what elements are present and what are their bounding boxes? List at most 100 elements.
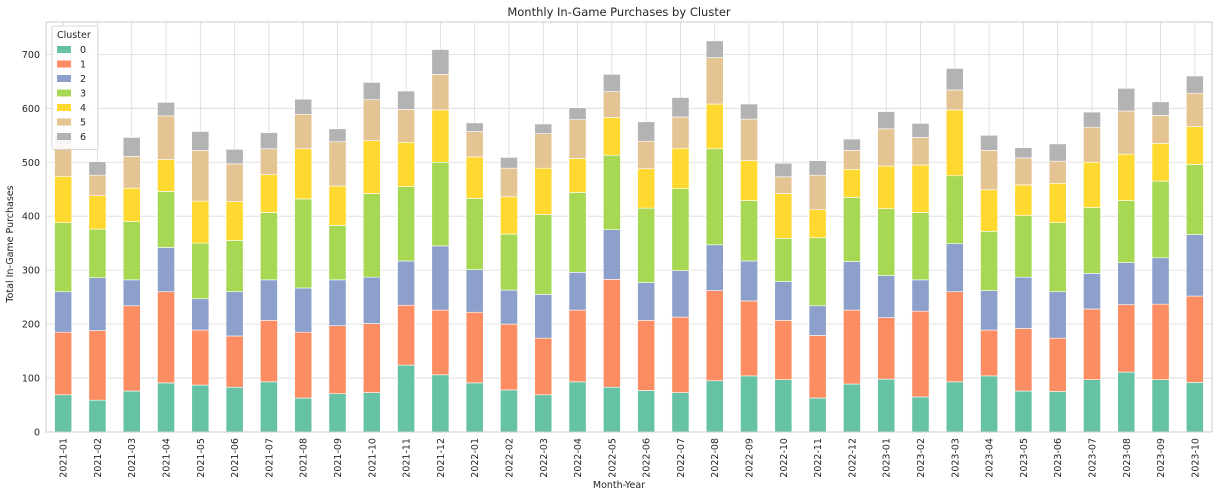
bar-segment-cluster-0	[808, 397, 827, 433]
legend-box	[51, 25, 99, 150]
bar-segment-cluster-3	[54, 222, 73, 293]
legend-label-cluster-5: 5	[80, 118, 86, 129]
plot-frame	[45, 21, 1213, 433]
bar-segment-cluster-0	[191, 384, 210, 433]
bar-segment-cluster-1	[54, 331, 73, 396]
x-tick-label: 2022-06	[642, 438, 653, 478]
bar-segment-cluster-4	[1151, 143, 1170, 182]
bar-segment-cluster-3	[911, 212, 930, 281]
bar-segment-cluster-4	[843, 168, 861, 198]
bar-segment-cluster-1	[637, 320, 656, 391]
bar-segment-cluster-5	[191, 150, 210, 202]
bar-segment-cluster-6	[397, 90, 415, 110]
legend-swatch-cluster-1	[57, 60, 71, 68]
bar-segment-cluster-3	[1014, 215, 1033, 278]
bar-segment-cluster-0	[465, 382, 484, 433]
legend-label-cluster-1: 1	[80, 60, 86, 71]
bar-segment-cluster-3	[191, 242, 210, 300]
x-tick-label: 2021-10	[367, 438, 378, 478]
bar-segment-cluster-2	[465, 269, 484, 313]
x-tick-label: 2022-03	[539, 438, 550, 478]
bar-segment-cluster-2	[534, 294, 553, 339]
bar-segment-cluster-1	[362, 323, 381, 393]
bar-segment-cluster-6	[122, 137, 141, 157]
bar-segment-cluster-0	[431, 374, 450, 433]
axes: 0 100 200 300 400 500 600 700 2021-01 2021-02 2021…	[22, 21, 1213, 478]
bar-segment-cluster-1	[705, 290, 724, 382]
bar-segment-cluster-1	[877, 317, 896, 380]
bar-segment-cluster-3	[88, 228, 107, 279]
bar-segment-cluster-2	[911, 279, 930, 312]
bar-segment-cluster-6	[774, 163, 793, 178]
bar-segment-cluster-0	[88, 399, 107, 433]
bar-segment-cluster-5	[568, 119, 587, 159]
bar-segment-cluster-4	[362, 140, 381, 194]
bar-segment-cluster-2	[945, 243, 964, 293]
bar-segment-cluster-3	[225, 240, 244, 293]
bar-segment-cluster-2	[54, 291, 73, 333]
bar-segment-cluster-1	[465, 311, 484, 384]
x-tick-label: 2022-10	[779, 438, 790, 478]
x-tick-label: 2021-04	[162, 438, 173, 478]
bar-segment-cluster-2	[1151, 257, 1170, 305]
y-tick-label: 400	[22, 212, 40, 223]
bar-segment-cluster-4	[980, 189, 998, 232]
bar-segment-cluster-6	[1117, 88, 1136, 112]
bar-segment-cluster-5	[328, 141, 347, 187]
x-tick-label: 2021-03	[127, 438, 138, 478]
bar-segment-cluster-3	[328, 225, 347, 281]
bar-segment-cluster-1	[122, 305, 141, 392]
legend-swatch-cluster-2	[57, 75, 71, 82]
bar-segment-cluster-1	[1117, 304, 1136, 373]
bar-segment-cluster-6	[980, 134, 998, 151]
bar-segment-cluster-1	[260, 320, 278, 383]
bar-segment-cluster-0	[945, 381, 964, 433]
y-tick-label: 700	[22, 50, 40, 61]
bar-segment-cluster-2	[157, 247, 175, 293]
x-tick-label: 2021-12	[436, 438, 447, 478]
bar-segment-cluster-3	[843, 197, 861, 262]
bar-segment-cluster-6	[911, 123, 930, 138]
legend-title: Cluster	[57, 30, 91, 41]
bar-segment-cluster-0	[602, 386, 621, 433]
bar-segment-cluster-1	[397, 304, 415, 366]
bar-segment-cluster-4	[945, 109, 964, 177]
bar-segment-cluster-5	[260, 148, 278, 175]
bar-segment-cluster-5	[88, 174, 107, 197]
bar-segment-cluster-6	[740, 103, 758, 120]
bar-segment-cluster-1	[500, 323, 518, 391]
bar-segment-cluster-5	[740, 118, 758, 161]
bar-segment-cluster-0	[1048, 391, 1067, 433]
bar-segment-cluster-5	[843, 150, 861, 170]
bar-segment-cluster-6	[1151, 101, 1170, 116]
x-tick-label: 2021-08	[299, 438, 310, 478]
y-axis-label: Total In-Game Purchases	[5, 185, 16, 303]
bar-segment-cluster-5	[431, 74, 450, 111]
bar-segment-cluster-3	[945, 175, 964, 245]
bar-segment-cluster-3	[568, 192, 587, 273]
bar-segment-cluster-2	[225, 291, 244, 337]
chart-title: Monthly In-Game Purchases by Cluster	[507, 5, 731, 19]
x-tick-label: 2023-01	[882, 438, 893, 478]
bar-segment-cluster-6	[534, 123, 553, 134]
bar-segment-cluster-3	[1083, 207, 1101, 274]
bar-segment-cluster-5	[465, 131, 484, 158]
bar-segment-cluster-5	[122, 156, 141, 189]
bar-segment-cluster-4	[602, 117, 621, 156]
bar-segment-cluster-6	[1014, 147, 1033, 159]
legend-label-cluster-0: 0	[80, 45, 86, 56]
bar-segment-cluster-4	[705, 103, 724, 150]
bar-segment-cluster-1	[911, 310, 930, 398]
bar-segment-cluster-5	[671, 116, 690, 149]
bar-segment-cluster-0	[1151, 379, 1170, 433]
bar-segment-cluster-1	[602, 279, 621, 388]
bar-segment-cluster-2	[431, 245, 450, 311]
x-tick-label: 2022-08	[710, 438, 721, 478]
bar-segment-cluster-1	[294, 331, 313, 399]
bar-segment-cluster-3	[157, 191, 175, 248]
bar-segment-cluster-2	[294, 287, 313, 333]
bar-segment-cluster-5	[362, 99, 381, 141]
bar-segment-cluster-0	[1014, 390, 1033, 433]
bar-segment-cluster-0	[911, 396, 930, 433]
x-tick-label: 2022-02	[504, 438, 515, 478]
